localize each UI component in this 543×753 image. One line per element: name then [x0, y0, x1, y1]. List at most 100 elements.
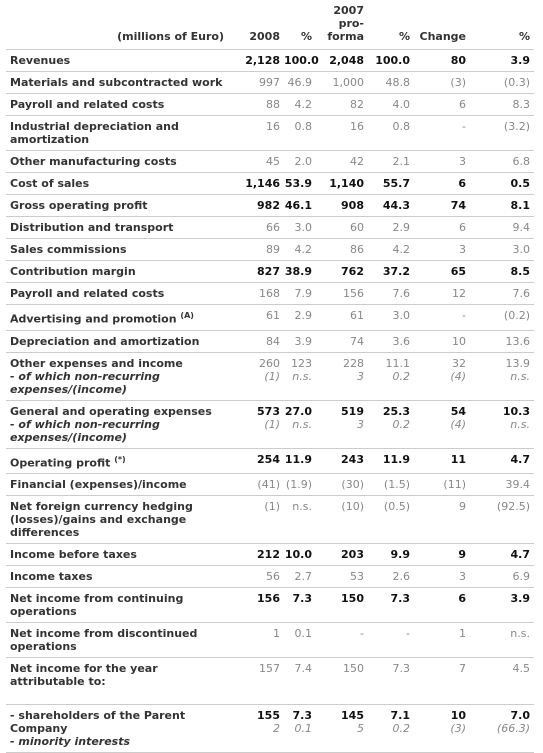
value: 10.3 [502, 404, 530, 418]
value-cell: 3 [414, 238, 470, 261]
table-row: Gross operating profit 982 46.1 908 44.3 74 8.… [6, 194, 534, 217]
value-cell: 519 3 [316, 399, 368, 449]
table-row: Income before taxes 212 10.0 203 9.9 9 4.7 [6, 543, 534, 566]
value: 212 [257, 548, 280, 562]
value-cell: 4.2 [368, 238, 414, 261]
value: 27.0 [284, 404, 312, 418]
row-label: - shareholders of the Parent Company - mi… [6, 704, 238, 753]
value-cell: 157 [238, 657, 284, 705]
value-cell: 156 [238, 587, 284, 623]
value-cell: 3 [414, 150, 470, 173]
value: 3.0 [294, 221, 313, 234]
label-text: Other expenses and income [10, 356, 183, 370]
value: 82 [350, 98, 364, 111]
value-cell: 48.8 [368, 71, 414, 94]
label-line: Industrial depreciation and amortization [10, 120, 234, 146]
value-cell: 13.6 [470, 329, 534, 353]
value-cell: 4.7 [470, 543, 534, 566]
table-row: Cost of sales 1,146 53.9 1,140 55.7 6 0.5 [6, 172, 534, 195]
label-line: Income taxes [10, 570, 234, 583]
value: 2.6 [392, 570, 411, 584]
value-cell: 2.6 [368, 565, 414, 588]
value: 6 [458, 592, 466, 606]
column-header: % [368, 4, 414, 50]
row-label: Gross operating profit [6, 194, 238, 217]
value: 9.4 [512, 221, 531, 234]
value-cell: n.s. [284, 495, 316, 544]
table-row: Net foreign currency hedging (losses)/ga… [6, 495, 534, 544]
value: (1.9) [285, 478, 312, 492]
value: 156 [257, 592, 280, 606]
label-text: Cost of sales [10, 177, 90, 190]
value-cell: 8.1 [470, 194, 534, 217]
value-cell: 10.0 [284, 543, 316, 566]
value-cell: 25.3 0.2 [368, 399, 414, 449]
value-cell: 2,048 [316, 49, 368, 72]
value: 2.0 [294, 155, 313, 168]
value: 61 [350, 309, 364, 322]
value: 3 [459, 570, 466, 584]
value: 9 [459, 500, 466, 514]
value-cell: 145 5 [316, 704, 368, 753]
label-line: Materials and subcontracted work [10, 76, 234, 89]
header-line: 2008 [249, 30, 280, 43]
value-cell: 573 (1) [238, 399, 284, 449]
value: (0.5) [383, 500, 410, 514]
label-text: Operating profit [10, 456, 111, 470]
value: 53.9 [284, 177, 312, 190]
value: 4.0 [392, 98, 411, 111]
value: 254 [257, 452, 280, 466]
value-cell: (0.3) [470, 71, 534, 94]
value-cell: 4.0 [368, 93, 414, 116]
value: 11 [450, 452, 466, 466]
value: 25.3 [382, 404, 410, 418]
value: 60 [350, 221, 364, 234]
value-cell: 16 [316, 115, 368, 151]
value: 762 [341, 265, 364, 278]
label-line: Other manufacturing costs [10, 155, 234, 168]
value-cell: 0.5 [470, 172, 534, 195]
value-cell: 38.9 [284, 260, 316, 283]
value-cell: 45 [238, 150, 284, 173]
header-line: 2007 [333, 4, 364, 17]
value-cell: 0.1 [284, 622, 316, 658]
value: (92.5) [496, 500, 530, 514]
value-cell: (92.5) [470, 495, 534, 544]
label-line: Operating profit (*) [10, 453, 234, 470]
value-cell: 4.5 [470, 657, 534, 705]
value-cell: 3 [414, 565, 470, 588]
value: (41) [257, 478, 280, 492]
value: 3 [459, 243, 466, 256]
value-cell: 3.6 [368, 329, 414, 353]
value-cell: 42 [316, 150, 368, 173]
value-cell: 65 [414, 260, 470, 283]
value: 4.7 [510, 452, 531, 466]
table-row: Other expenses and income - of which non-… [6, 351, 534, 401]
value: 10 [452, 334, 466, 348]
value-cell: 7 [414, 657, 470, 705]
value: (3.2) [503, 120, 530, 133]
value-cell: (1) [238, 495, 284, 544]
value-cell: 84 [238, 329, 284, 353]
value: 38.9 [284, 265, 312, 278]
value: 7.3 [292, 592, 313, 606]
sub-value: (4) [450, 417, 466, 431]
sub-value: 2 [273, 722, 280, 736]
value: (30) [341, 478, 364, 492]
sub-value: (3) [450, 722, 466, 736]
header-line: % [518, 30, 530, 43]
table-row: General and operating expenses - of which… [6, 399, 534, 449]
header-row: (millions of Euro) 2008% 2007 pro-forma% Ch… [6, 4, 534, 50]
value: 203 [341, 548, 364, 562]
sub-value: 0.2 [392, 722, 411, 736]
value-cell: 13.9 n.s. [470, 351, 534, 401]
row-label: Advertising and promotion (A) [6, 304, 238, 331]
column-header: % [284, 4, 316, 50]
value: 2.9 [294, 309, 313, 322]
value-cell: 2.9 [284, 304, 316, 331]
value: 53 [350, 570, 364, 584]
value-cell: 61 [238, 304, 284, 331]
value: 84 [266, 334, 280, 348]
value: 7.6 [392, 287, 411, 300]
value-cell: (30) [316, 473, 368, 496]
